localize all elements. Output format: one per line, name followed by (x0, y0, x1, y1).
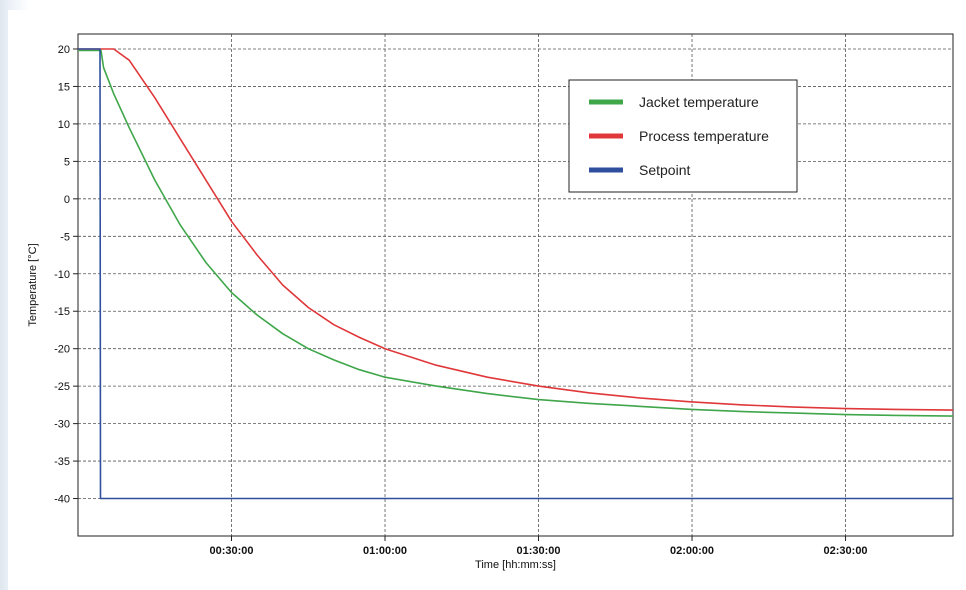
plot-area (78, 34, 953, 536)
x-tick-label: 02:30:00 (824, 545, 868, 557)
y-tick-label: 0 (64, 194, 70, 206)
y-tick-label: -20 (54, 344, 70, 356)
x-tick-label: 00:30:00 (209, 545, 253, 557)
series-line-setpoint (78, 48, 953, 500)
y-tick-label: 10 (58, 119, 70, 131)
series-line-process-temperature (78, 48, 954, 411)
x-tick-label: 02:00:00 (670, 545, 714, 557)
x-tick-label: 01:00:00 (363, 545, 407, 557)
y-tick-label: -40 (54, 494, 70, 506)
series-line-jacket-temperature (78, 49, 954, 417)
y-tick-label: -35 (54, 456, 70, 468)
x-tick-label: 01:30:00 (517, 545, 561, 557)
x-axis-title: Time [hh:mm:ss] (475, 559, 556, 571)
y-tick-label: -15 (54, 306, 70, 318)
y-tick-label: 15 (58, 81, 70, 93)
legend-label: Setpoint (639, 162, 690, 178)
y-axis-title: Temperature [°C] (27, 243, 39, 326)
y-tick-label: -30 (54, 419, 70, 431)
y-tick-label: 5 (64, 156, 70, 168)
y-tick-label: -5 (60, 231, 70, 243)
y-tick-label: 20 (58, 44, 70, 56)
y-tick-label: -10 (54, 269, 70, 281)
plot-border (77, 33, 954, 537)
legend-label: Process temperature (639, 128, 769, 144)
y-tick-label: -25 (54, 381, 70, 393)
legend-label: Jacket temperature (639, 94, 759, 110)
